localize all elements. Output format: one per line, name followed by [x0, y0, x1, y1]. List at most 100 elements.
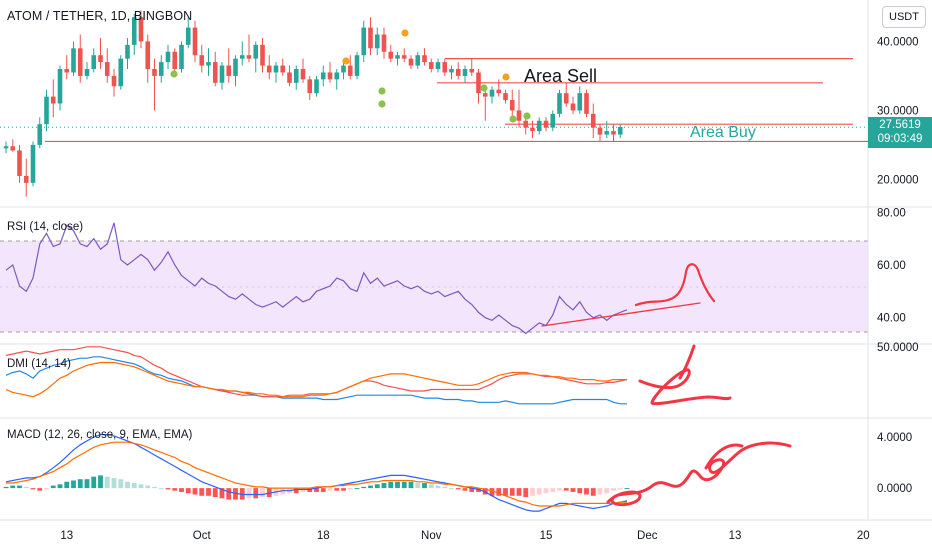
candle-body[interactable] [165, 51, 171, 63]
candle-body[interactable] [449, 69, 454, 73]
candle-body[interactable] [381, 34, 387, 52]
candle-body[interactable] [212, 62, 218, 83]
candle-body[interactable] [354, 55, 360, 76]
macd-signal-line[interactable] [6, 441, 627, 507]
candle-body[interactable] [293, 69, 299, 83]
candle-body[interactable] [509, 100, 515, 111]
candle-body[interactable] [199, 55, 205, 66]
candle-body[interactable] [516, 110, 522, 121]
candle-body[interactable] [611, 131, 616, 135]
candle-body[interactable] [71, 48, 76, 73]
candle-body[interactable] [98, 55, 103, 63]
candle-body[interactable] [489, 89, 495, 97]
candle-body[interactable] [557, 93, 562, 114]
candle-body[interactable] [530, 127, 535, 132]
candle-body[interactable] [341, 65, 346, 73]
candle-body[interactable] [37, 124, 43, 145]
candle-body[interactable] [138, 17, 144, 42]
candle-body[interactable] [374, 34, 380, 49]
candle-body[interactable] [597, 127, 603, 135]
candle-body[interactable] [563, 93, 569, 104]
candle-body[interactable] [91, 55, 97, 69]
candle-body[interactable] [280, 65, 286, 73]
candle-body[interactable] [118, 58, 124, 87]
macd-pane[interactable] [3, 434, 630, 512]
candle-body[interactable] [219, 65, 225, 83]
rsi-line[interactable] [5, 222, 628, 335]
candle-body[interactable] [314, 79, 319, 94]
candlesticks[interactable] [3, 10, 623, 197]
rsi-trendline-drawing[interactable] [541, 302, 701, 327]
candle-body[interactable] [307, 79, 313, 94]
candle-body[interactable] [435, 62, 441, 69]
candle-body[interactable] [104, 62, 110, 76]
candle-body[interactable] [604, 131, 610, 135]
candle-body[interactable] [368, 27, 373, 49]
candle-body[interactable] [23, 175, 29, 183]
candle-body[interactable] [179, 44, 184, 69]
candle-body[interactable] [287, 72, 292, 83]
candle-body[interactable] [226, 65, 232, 76]
candle-body[interactable] [273, 65, 279, 73]
candle-body[interactable] [131, 17, 137, 45]
candle-body[interactable] [577, 93, 583, 111]
horizontal-levels[interactable] [45, 58, 868, 143]
area-sell-label[interactable]: Area Sell [524, 66, 597, 86]
candle-body[interactable] [482, 93, 488, 97]
macd-line[interactable] [5, 434, 628, 512]
candle-body[interactable] [125, 44, 130, 59]
candle-body[interactable] [17, 150, 22, 176]
currency-button[interactable]: USDT [882, 6, 926, 28]
candle-body[interactable] [44, 96, 49, 125]
candle-body[interactable] [469, 69, 475, 73]
candle-body[interactable] [476, 72, 481, 94]
candle-body[interactable] [233, 58, 238, 76]
dmi-minus-line[interactable] [5, 346, 628, 398]
candle-body[interactable] [152, 69, 157, 76]
macd-scribble-drawing-2[interactable] [704, 443, 744, 470]
candle-body[interactable] [536, 120, 542, 132]
candle-body[interactable] [30, 144, 36, 183]
candle-body[interactable] [503, 93, 508, 101]
dmi-pane[interactable] [5, 346, 628, 405]
candle-body[interactable] [145, 41, 151, 69]
candle-body[interactable] [334, 72, 340, 80]
candle-body[interactable] [206, 62, 211, 66]
symbol-title[interactable]: ATOM / TETHER, 1D, BINGBON [7, 9, 193, 23]
area-buy-label[interactable]: Area Buy [690, 124, 756, 141]
candle-body[interactable] [455, 69, 461, 76]
candle-body[interactable] [185, 27, 191, 45]
price-axis[interactable]: 40.0000 30.0000 20.0000 80.00 60.00 40.00 50.0… [877, 36, 919, 495]
candle-body[interactable] [590, 113, 596, 128]
candle-body[interactable] [64, 69, 70, 73]
macd-scribble-drawing[interactable] [606, 441, 792, 507]
candle-body[interactable] [239, 55, 245, 59]
candle-body[interactable] [388, 51, 394, 59]
candle-body[interactable] [111, 75, 117, 87]
user-drawings[interactable] [541, 263, 792, 507]
candle-body[interactable] [246, 55, 252, 59]
adx-line[interactable] [5, 361, 627, 398]
candle-body[interactable] [253, 44, 259, 59]
dmi-plus-line[interactable] [5, 356, 627, 405]
candle-body[interactable] [584, 93, 589, 114]
candle-body[interactable] [77, 48, 83, 76]
candle-body[interactable] [543, 120, 549, 128]
candle-body[interactable] [320, 72, 326, 80]
candle-body[interactable] [158, 62, 164, 76]
candle-body[interactable] [50, 96, 56, 104]
candle-body[interactable] [462, 69, 468, 76]
candle-body[interactable] [617, 126, 623, 135]
candle-body[interactable] [570, 103, 576, 111]
rsi-scribble-drawing[interactable] [634, 263, 716, 307]
candle-body[interactable] [395, 55, 400, 59]
candle-body[interactable] [401, 55, 407, 59]
candle-body[interactable] [84, 69, 90, 76]
dmi-scribble-drawing[interactable] [638, 368, 732, 406]
candle-body[interactable] [422, 55, 427, 63]
dmi-scribble-drawing-2[interactable] [678, 344, 696, 380]
candle-body[interactable] [192, 27, 198, 56]
candle-body[interactable] [428, 62, 434, 69]
rsi-pane[interactable] [5, 222, 628, 335]
